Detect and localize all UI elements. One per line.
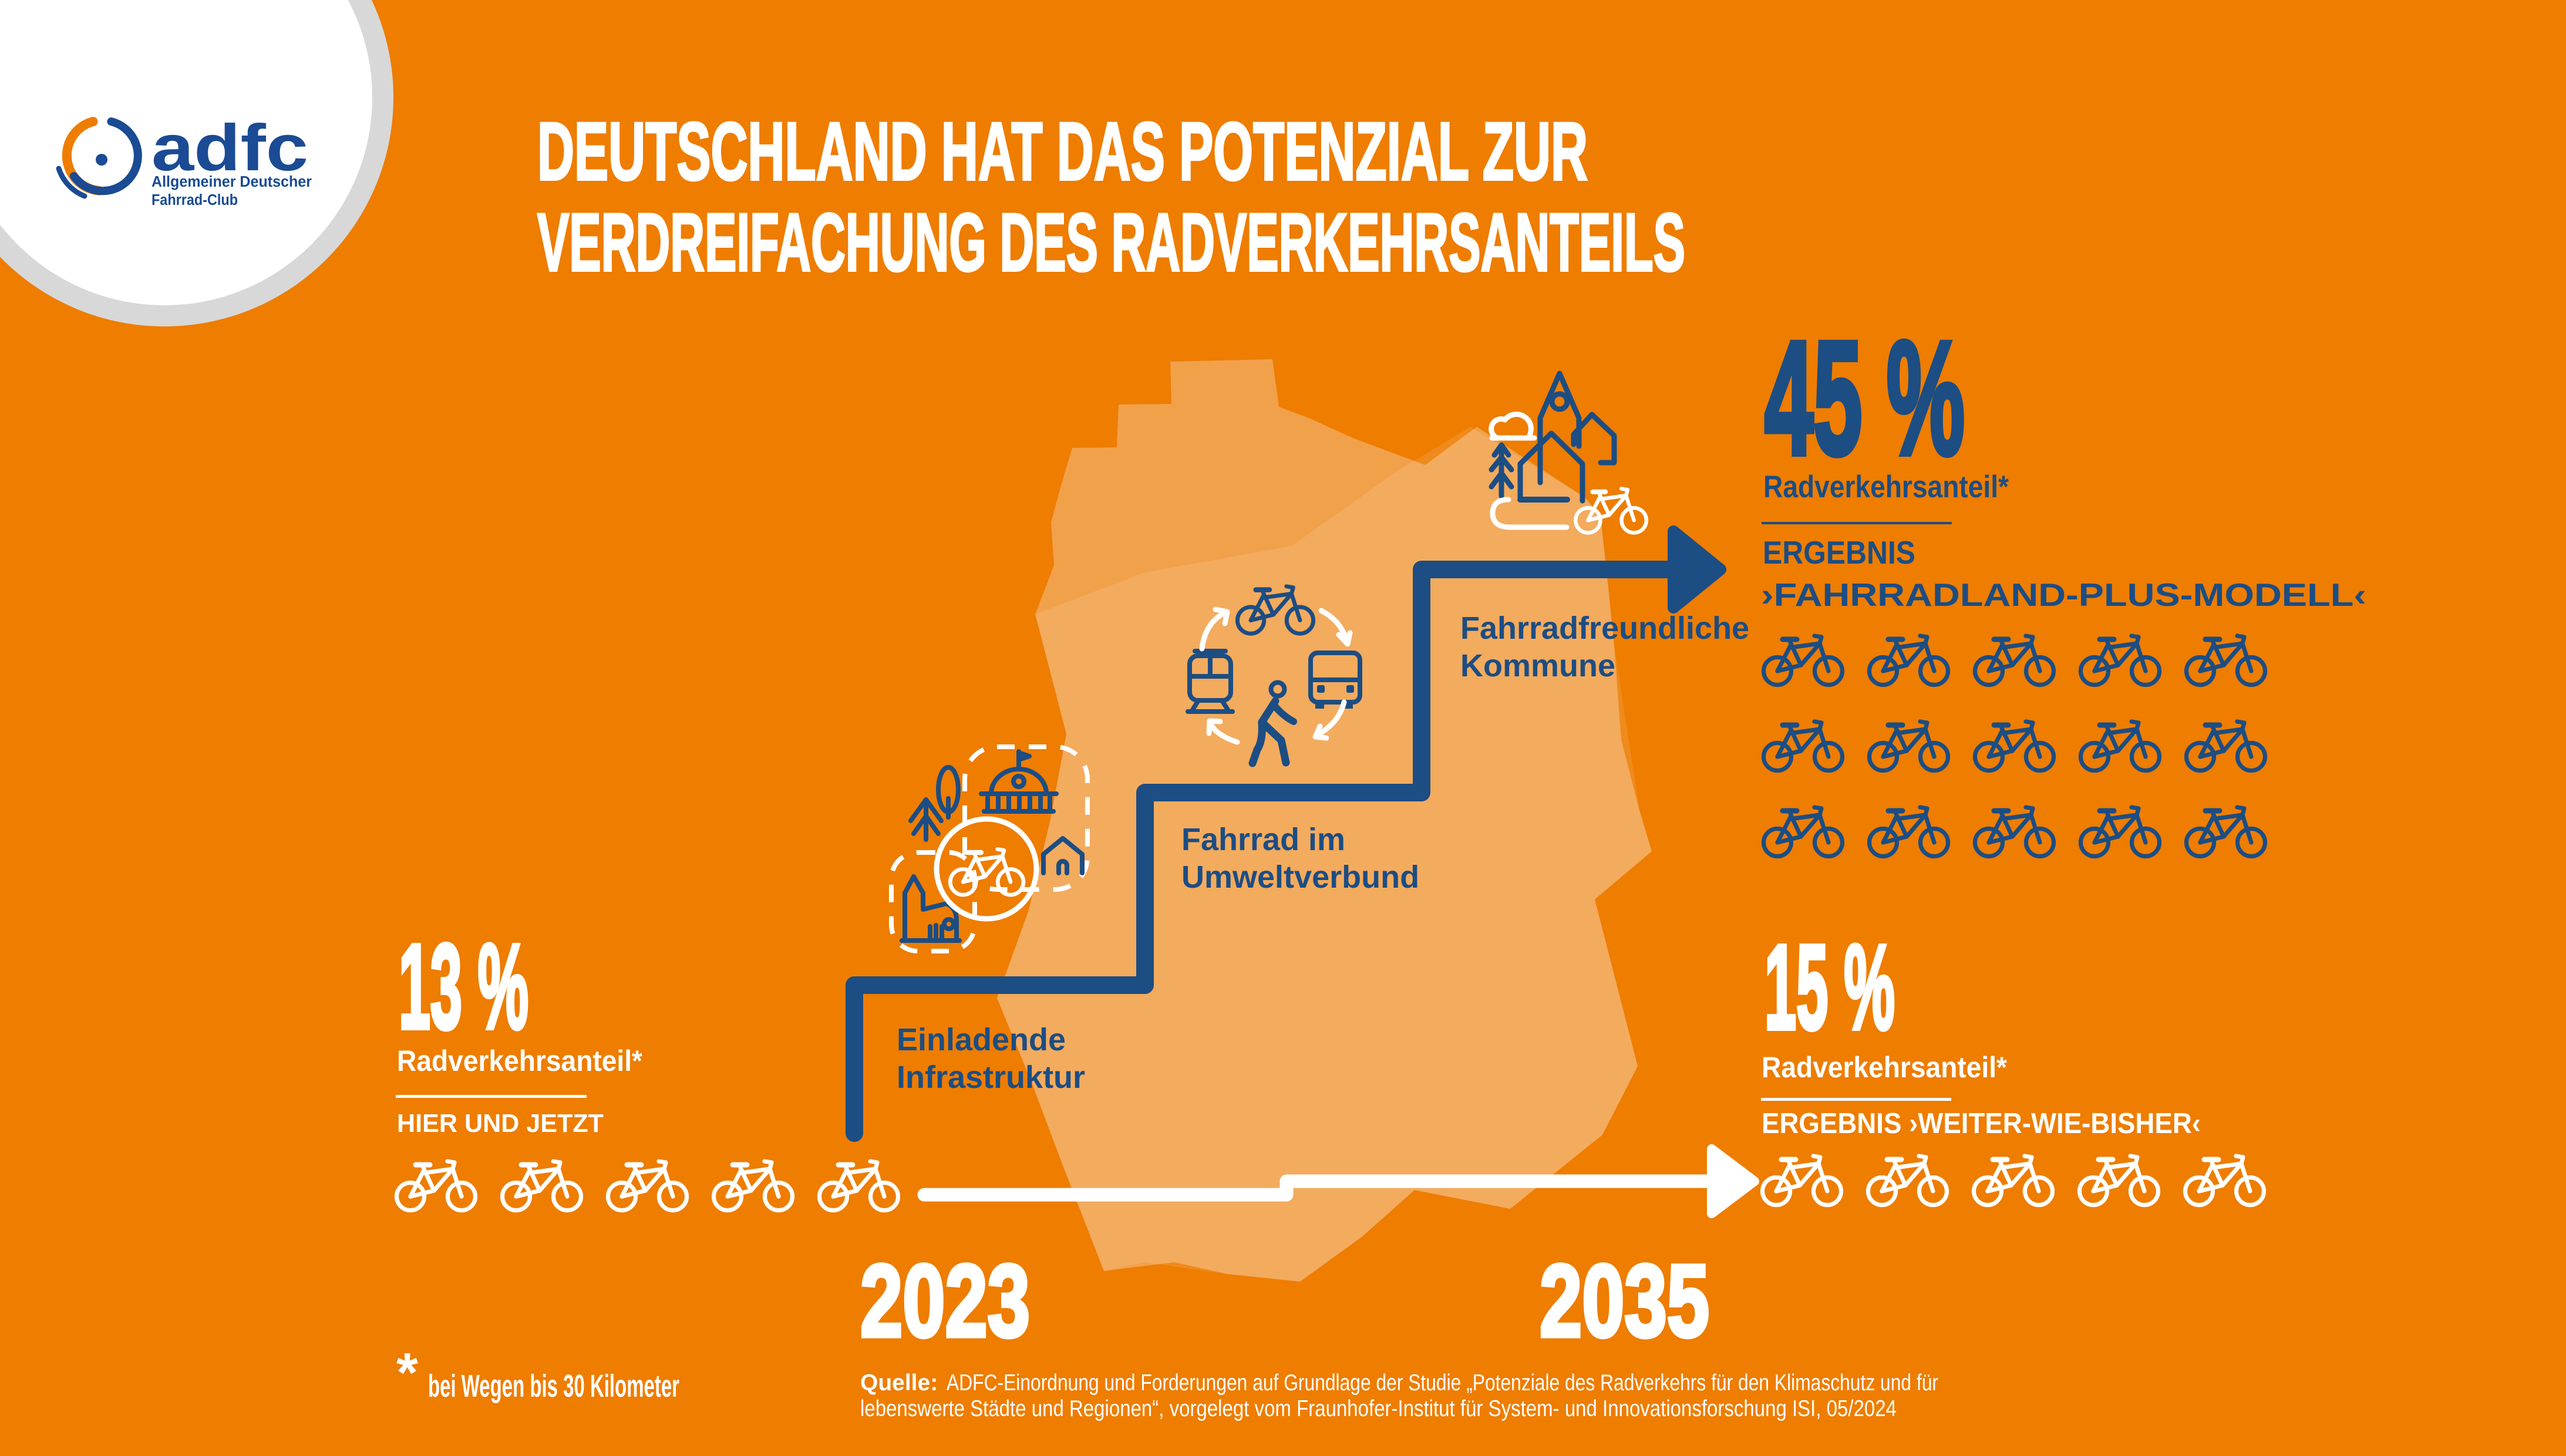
svg-text:2023: 2023 [860,1244,1030,1359]
svg-text:›FAHRRADLAND-PLUS-MODELL‹: ›FAHRRADLAND-PLUS-MODELL‹ [1761,577,2366,613]
svg-text:ERGEBNIS ›WEITER-WIE-BISHER‹: ERGEBNIS ›WEITER-WIE-BISHER‹ [1762,1108,2201,1140]
svg-text:Fahrrad-Club: Fahrrad-Club [151,192,238,208]
svg-text:HIER UND JETZT: HIER UND JETZT [397,1109,604,1138]
svg-text:VERDREIFACHUNG DES RADVERKEHRS: VERDREIFACHUNG DES RADVERKEHRSANTEILS [537,196,1685,288]
svg-text:Allgemeiner Deutscher: Allgemeiner Deutscher [151,174,312,190]
svg-text:DEUTSCHLAND HAT DAS POTENZIAL: DEUTSCHLAND HAT DAS POTENZIAL ZUR [537,105,1588,197]
svg-text:bei Wegen bis 30 Kilometer: bei Wegen bis 30 Kilometer [428,1369,679,1404]
svg-text:adfc: adfc [151,111,308,184]
svg-text:Infrastruktur: Infrastruktur [897,1060,1085,1095]
svg-text:Fahrrad im: Fahrrad im [1181,822,1345,857]
svg-text:Radverkehrsanteil*: Radverkehrsanteil* [1763,470,2009,504]
svg-text:Fahrradfreundliche: Fahrradfreundliche [1460,611,1749,646]
svg-text:Radverkehrsanteil*: Radverkehrsanteil* [397,1044,642,1077]
svg-text:15 %: 15 % [1764,920,1895,1054]
svg-text:Kommune: Kommune [1460,648,1615,683]
svg-text:Radverkehrsanteil*: Radverkehrsanteil* [1762,1051,2007,1084]
svg-text:*: * [396,1342,418,1404]
svg-text:Quelle:: Quelle: [860,1370,938,1396]
svg-text:45 %: 45 % [1764,308,1965,488]
svg-text:ERGEBNIS: ERGEBNIS [1763,534,1915,571]
svg-text:2035: 2035 [1540,1244,1709,1359]
svg-text:13 %: 13 % [399,919,528,1054]
svg-text:lebenswerte Städte und Regione: lebenswerte Städte und Regionen“, vorgel… [860,1396,1897,1421]
svg-text:Umweltverbund: Umweltverbund [1181,860,1419,895]
svg-text:ADFC-Einordnung und Forderunge: ADFC-Einordnung und Forderungen auf Grun… [947,1370,1938,1396]
svg-text:Einladende: Einladende [897,1022,1066,1057]
